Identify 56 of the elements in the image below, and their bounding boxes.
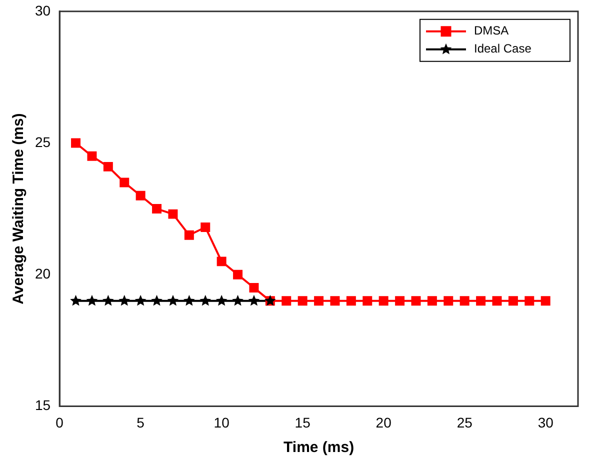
- point: [103, 162, 113, 172]
- point: [184, 230, 194, 240]
- y-axis-title: Average Waiting Time (ms): [10, 113, 28, 304]
- point: [282, 296, 292, 306]
- legend-label: DMSA: [474, 24, 509, 38]
- x-tick-label: 10: [214, 414, 230, 430]
- point: [136, 190, 146, 200]
- point: [395, 296, 405, 306]
- point: [444, 296, 454, 306]
- y-tick-label: 20: [34, 265, 51, 282]
- point: [200, 222, 210, 232]
- x-tick-label: 20: [376, 414, 392, 430]
- point: [168, 209, 178, 219]
- point: [183, 294, 195, 306]
- point: [151, 294, 162, 306]
- point: [152, 204, 162, 214]
- point: [524, 296, 534, 306]
- x-tick-label: 15: [294, 414, 311, 430]
- point: [200, 294, 212, 306]
- point: [249, 283, 259, 293]
- legend-label: Ideal Case: [474, 42, 532, 56]
- point: [314, 296, 324, 306]
- point: [411, 296, 421, 306]
- point: [102, 294, 114, 306]
- point: [460, 296, 470, 306]
- point: [216, 294, 228, 306]
- y-tick-label: 30: [34, 2, 51, 18]
- x-tick-label: 5: [136, 414, 145, 430]
- point: [120, 178, 130, 188]
- point: [248, 294, 260, 306]
- point: [492, 296, 502, 306]
- point: [232, 294, 244, 306]
- point: [118, 294, 130, 306]
- point: [86, 294, 98, 306]
- point: [216, 256, 226, 266]
- point: [508, 296, 518, 306]
- point: [233, 270, 243, 280]
- point: [330, 296, 340, 306]
- y-tick-label: 25: [34, 134, 51, 150]
- x-tick-label: 30: [538, 414, 554, 430]
- point: [362, 296, 372, 306]
- point: [70, 294, 82, 306]
- point: [167, 294, 179, 306]
- point: [540, 296, 550, 306]
- point: [87, 151, 97, 161]
- x-axis-title: Time (ms): [283, 439, 354, 456]
- point: [427, 296, 437, 306]
- point: [134, 294, 146, 306]
- point: [71, 138, 81, 148]
- point: [476, 296, 486, 306]
- point: [298, 296, 308, 306]
- point: [378, 296, 388, 306]
- x-tick-label: 0: [56, 414, 64, 430]
- x-tick-label: 25: [456, 414, 473, 430]
- point: [346, 296, 356, 306]
- y-tick-label: 15: [34, 397, 51, 414]
